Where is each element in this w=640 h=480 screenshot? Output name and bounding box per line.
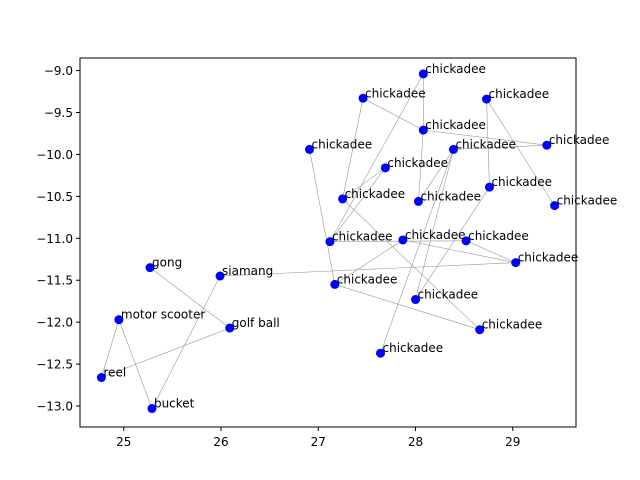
edge-line	[342, 98, 364, 199]
data-point	[225, 323, 235, 333]
x-tick-label: 28	[408, 435, 423, 449]
edge-line	[309, 149, 336, 285]
point-label: chickadee	[468, 229, 529, 243]
point-label: chickadee	[557, 194, 618, 208]
y-tick-label: −10.0	[36, 148, 73, 162]
data-point	[542, 140, 552, 150]
x-tick-label: 27	[311, 435, 326, 449]
data-point	[398, 235, 408, 245]
data-point	[330, 279, 340, 289]
data-point	[448, 144, 458, 154]
edge-line	[334, 239, 404, 285]
point-label: chickadee	[482, 318, 543, 332]
data-point	[413, 196, 423, 206]
x-tick-label: 25	[116, 435, 131, 449]
edge-line	[342, 167, 386, 200]
data-point	[376, 348, 386, 358]
data-point	[96, 373, 106, 383]
edge-line	[151, 275, 221, 409]
y-axis: −9.0 −9.5 −10.0 −10.5 −11.0 −11.5 −12.0 −12.5 −1…	[36, 64, 80, 414]
point-label: bucket	[154, 397, 195, 411]
edge-line	[465, 240, 516, 263]
edge-line	[453, 144, 547, 150]
data-point	[511, 258, 521, 268]
points-layer	[96, 69, 560, 414]
point-label: reel	[103, 366, 126, 380]
point-label: gong	[152, 256, 182, 270]
point-label: chickadee	[518, 251, 579, 265]
data-point	[418, 125, 428, 135]
y-tick-label: −12.5	[36, 358, 73, 372]
data-point	[147, 404, 157, 414]
point-label: chickadee	[345, 187, 406, 201]
edge-line	[329, 167, 386, 242]
y-tick-label: −11.5	[36, 274, 73, 288]
point-label: chickadee	[312, 137, 373, 151]
edge-line	[329, 240, 467, 242]
edge-line	[486, 98, 555, 206]
point-label: chickadee	[365, 86, 426, 100]
data-point	[114, 315, 124, 325]
point-label: chickadee	[425, 62, 486, 76]
data-point	[411, 295, 421, 305]
point-label: chickadee	[418, 288, 479, 302]
data-point	[305, 144, 315, 154]
point-label: siamang	[222, 264, 273, 278]
x-axis: 25 26 27 28 29	[116, 427, 520, 449]
edge-line	[380, 149, 454, 354]
data-point	[325, 237, 335, 247]
edge-line	[101, 319, 120, 378]
point-label: chickadee	[332, 230, 393, 244]
point-label: chickadee	[387, 156, 448, 170]
y-tick-label: −9.5	[44, 106, 73, 120]
y-tick-label: −9.0	[44, 64, 73, 78]
edge-line	[418, 130, 424, 202]
point-label: golf ball	[232, 316, 280, 330]
edge-line	[402, 239, 516, 263]
y-tick-label: −12.0	[36, 316, 73, 330]
x-tick-label: 26	[213, 435, 228, 449]
data-point	[338, 194, 348, 204]
edge-line	[415, 186, 490, 300]
data-point	[418, 69, 428, 79]
edge-line	[418, 149, 454, 202]
point-label: chickadee	[337, 272, 398, 286]
point-label: chickadee	[425, 118, 486, 132]
edge-line	[334, 284, 480, 331]
point-label: chickadee	[489, 87, 550, 101]
edge-line	[486, 99, 490, 188]
point-label: chickadee	[491, 175, 552, 189]
point-label: chickadee	[455, 137, 516, 151]
y-tick-label: −11.0	[36, 232, 73, 246]
data-point	[482, 94, 492, 104]
point-label: chickadee	[549, 133, 610, 147]
y-tick-label: −13.0	[36, 400, 73, 414]
point-label: chickadee	[420, 189, 481, 203]
data-point	[484, 182, 494, 192]
data-point	[475, 325, 485, 335]
data-point	[215, 271, 225, 281]
data-point	[358, 93, 368, 103]
data-point	[550, 201, 560, 211]
edge-line	[342, 198, 480, 330]
edge-line	[220, 262, 516, 277]
edge-line	[362, 97, 424, 131]
data-point	[461, 236, 471, 246]
data-point	[145, 263, 155, 273]
edge-line	[423, 129, 547, 146]
edges-layer	[101, 73, 555, 409]
data-point	[380, 163, 390, 173]
point-label: chickadee	[383, 341, 444, 355]
edge-line	[101, 327, 230, 378]
x-tick-label: 29	[505, 435, 520, 449]
y-tick-label: −10.5	[36, 190, 73, 204]
edge-line	[329, 73, 424, 242]
edge-line	[149, 267, 230, 329]
point-label: motor scooter	[121, 308, 205, 322]
plot-frame	[79, 57, 577, 428]
point-label: chickadee	[405, 228, 466, 242]
